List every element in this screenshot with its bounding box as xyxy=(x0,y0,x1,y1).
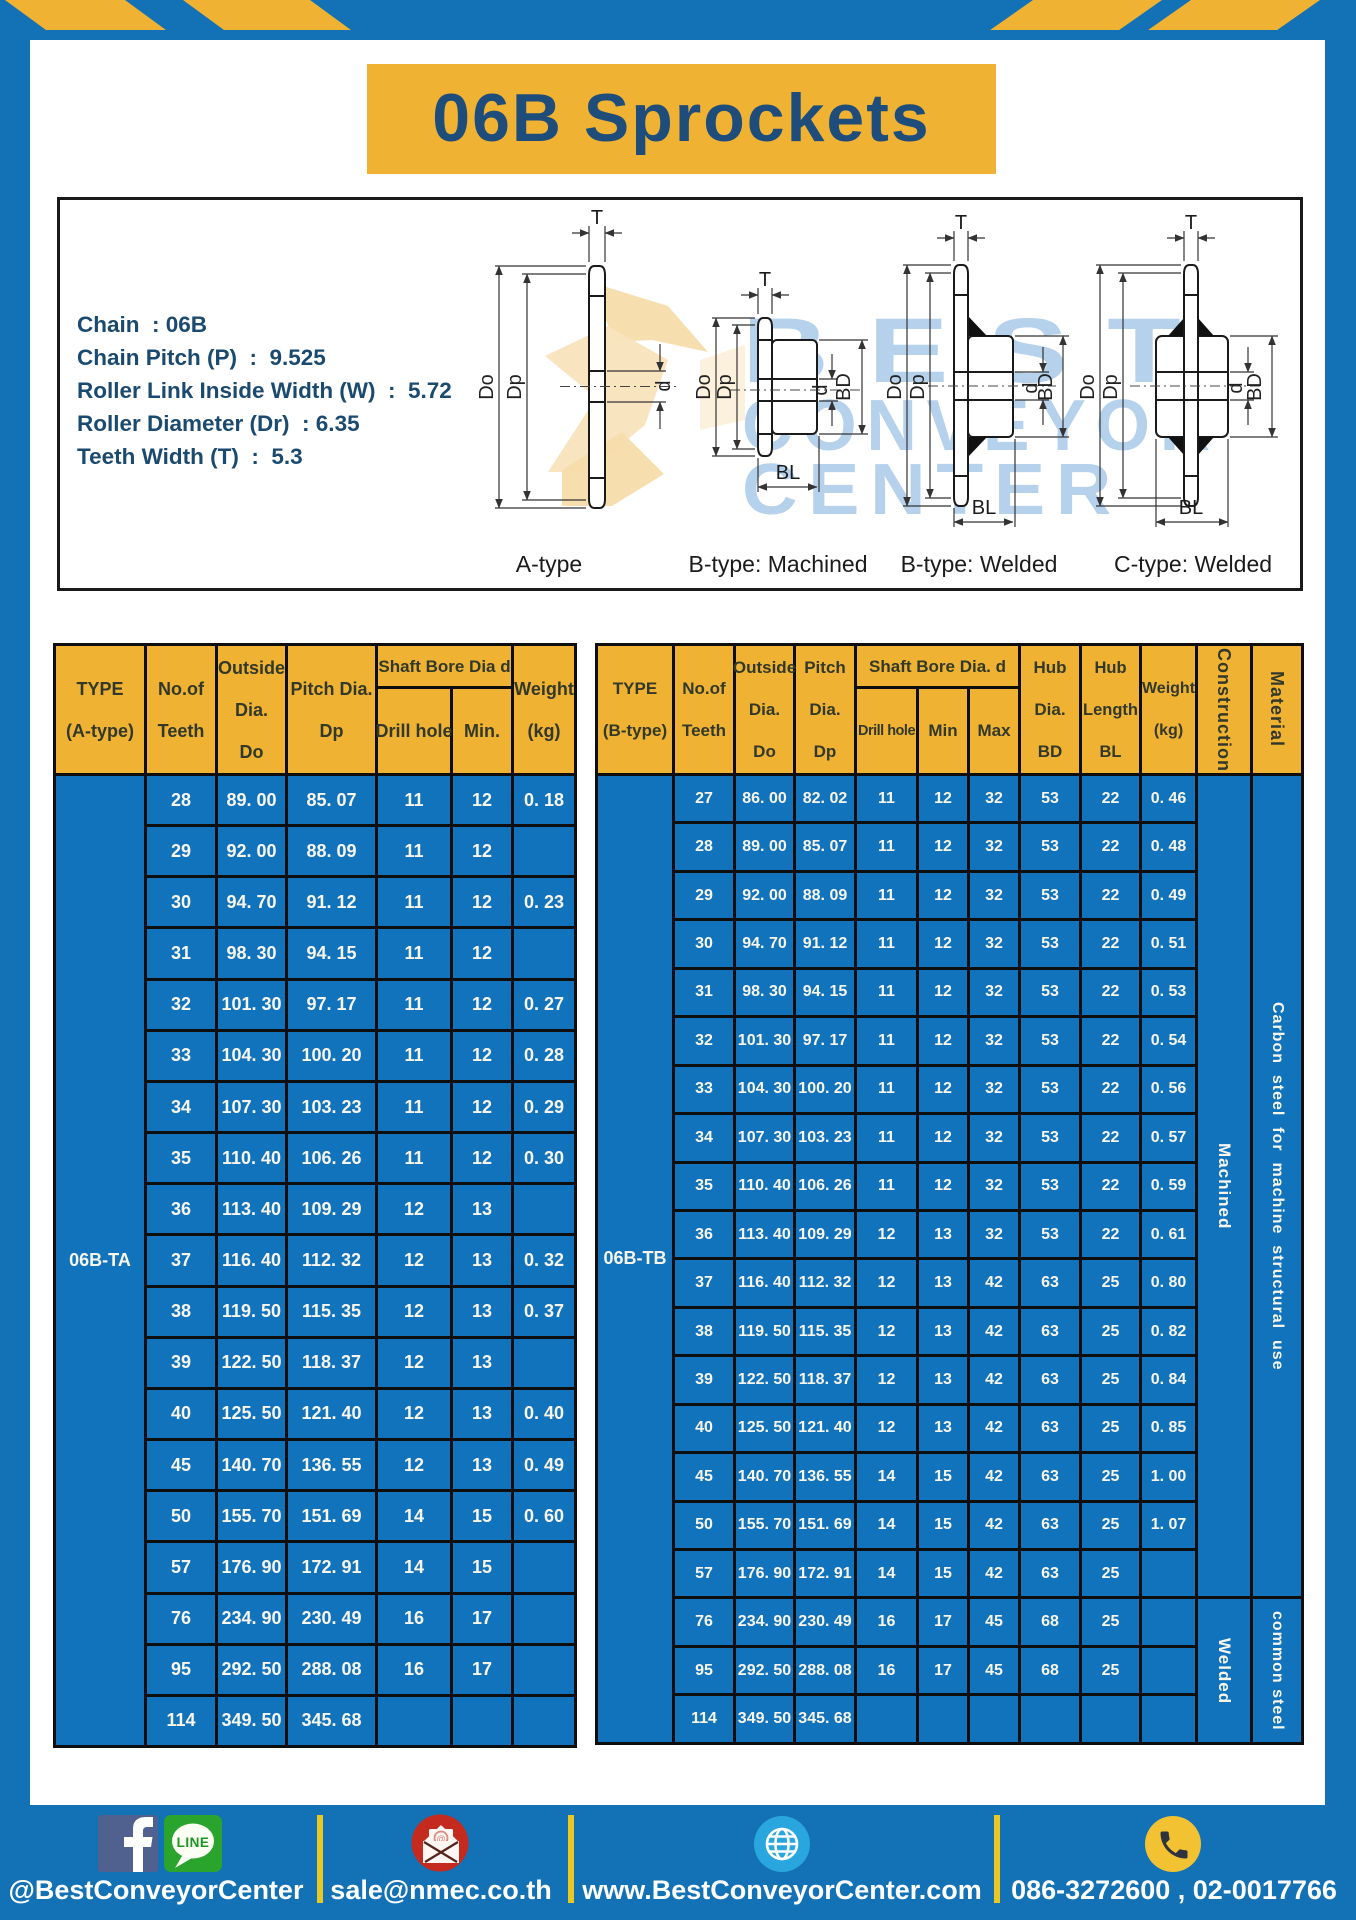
svg-text:BL: BL xyxy=(776,462,800,484)
svg-text:Do: Do xyxy=(476,374,498,400)
svg-text:BD: BD xyxy=(1035,373,1057,401)
svg-text:C-type: Welded: C-type: Welded xyxy=(1114,551,1272,577)
svg-text:Dp: Dp xyxy=(504,374,526,400)
svg-text:BD: BD xyxy=(1244,373,1266,401)
svg-text:d: d xyxy=(1225,382,1247,393)
svg-text:B-type: Welded: B-type: Welded xyxy=(901,551,1058,577)
svg-text:T: T xyxy=(591,207,603,229)
svg-text:BD: BD xyxy=(833,373,855,401)
svg-text:Do: Do xyxy=(693,374,715,400)
svg-text:@: @ xyxy=(437,1834,446,1844)
svg-text:T: T xyxy=(1185,212,1197,234)
svg-text:BL: BL xyxy=(972,497,996,519)
svg-text:Dp: Dp xyxy=(1100,374,1122,400)
svg-text:Do: Do xyxy=(1077,374,1099,400)
svg-text:T: T xyxy=(955,212,967,234)
svg-text:BL: BL xyxy=(1179,497,1203,519)
svg-text:B-type: Machined: B-type: Machined xyxy=(689,551,868,577)
svg-text:Do: Do xyxy=(884,374,906,400)
svg-text:A-type: A-type xyxy=(516,551,582,577)
svg-text:d: d xyxy=(653,380,675,391)
svg-text:Dp: Dp xyxy=(907,374,929,400)
svg-text:Dp: Dp xyxy=(714,374,736,400)
svg-text:LINE: LINE xyxy=(177,1835,210,1850)
svg-text:T: T xyxy=(759,269,771,291)
svg-text:d: d xyxy=(1020,382,1042,393)
svg-text:d: d xyxy=(810,384,832,395)
